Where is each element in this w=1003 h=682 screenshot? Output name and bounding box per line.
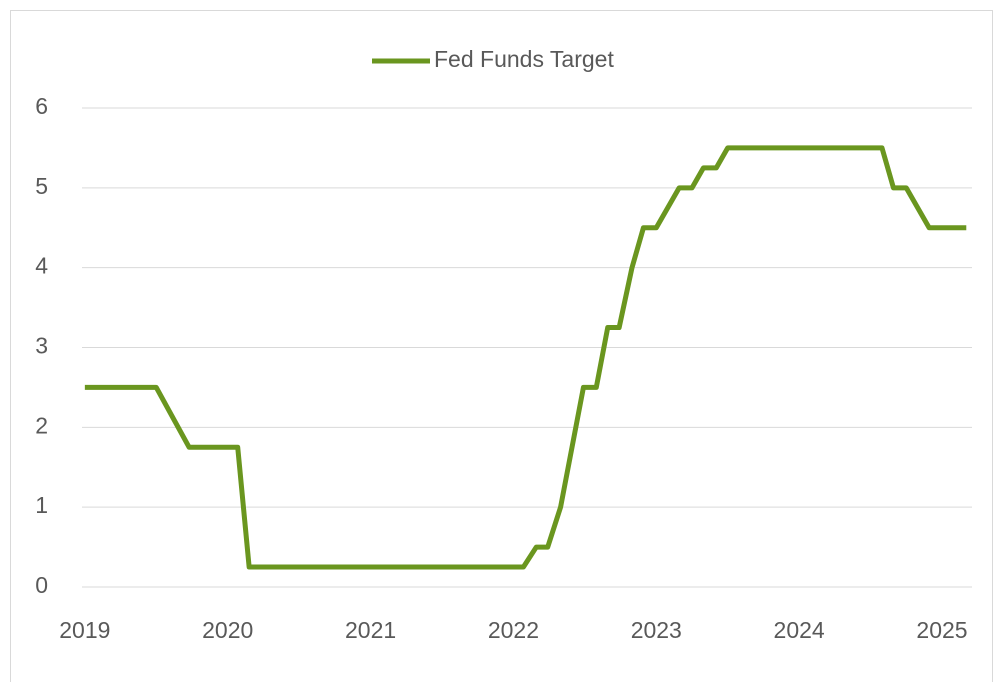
x-tick-label: 2025 — [916, 617, 967, 643]
y-tick-label: 1 — [35, 492, 48, 518]
y-tick-label: 6 — [35, 93, 48, 119]
data-line — [84, 145, 967, 570]
y-tick-label: 3 — [35, 333, 48, 359]
y-tick-label: 0 — [35, 572, 48, 598]
x-tick-label: 2019 — [59, 617, 110, 643]
x-tick-label: 2021 — [345, 617, 396, 643]
x-tick-label: 2022 — [488, 617, 539, 643]
y-tick-label: 5 — [35, 173, 48, 199]
x-tick-label: 2023 — [631, 617, 682, 643]
x-tick-label: 2024 — [774, 617, 825, 643]
x-tick-label: 2020 — [202, 617, 253, 643]
legend-label: Fed Funds Target — [434, 46, 614, 72]
y-tick-label: 4 — [35, 253, 48, 279]
chart-frame — [10, 10, 993, 682]
y-tick-label: 2 — [35, 412, 48, 438]
